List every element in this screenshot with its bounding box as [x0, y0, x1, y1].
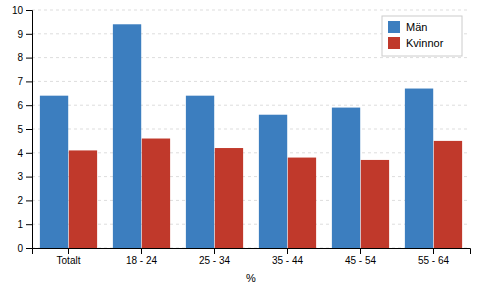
tick: 35 - 44 [272, 248, 304, 266]
legend-label: Kvinnor [406, 37, 444, 49]
tick-label: 5 [17, 124, 23, 135]
tick-label: 45 - 54 [345, 255, 377, 266]
grid [32, 10, 470, 248]
tick-mark [214, 248, 215, 254]
bar [142, 139, 170, 248]
legend-item: Kvinnor [388, 37, 444, 49]
tick-mark [433, 248, 434, 254]
x-axis: Totalt 18 - 24 25 - 34 35 - 44 45 - 54 55 - 6… [33, 248, 471, 266]
y-axis: 0 1 2 3 4 5 6 7 8 9 10 [12, 5, 33, 254]
grid-line [32, 224, 470, 225]
series [40, 24, 433, 248]
chart: Totalt 18 - 24 25 - 34 35 - 44 45 - 54 55 - 6… [0, 0, 482, 290]
legend: Män Kvinnor [382, 16, 462, 56]
tick: 1 [17, 219, 32, 230]
bar [113, 24, 141, 248]
tick: 0 [17, 243, 32, 254]
tick: 6 [17, 100, 32, 111]
tick-label: 6 [17, 100, 23, 111]
tick: Totalt [57, 248, 81, 266]
tick-mark [26, 129, 32, 130]
tick-label: 35 - 44 [272, 255, 304, 266]
tick-label: 55 - 64 [418, 255, 450, 266]
grid-line [32, 10, 470, 11]
bar [69, 150, 97, 248]
axis-line [33, 249, 471, 255]
legend-swatch [388, 37, 400, 49]
tick-mark [26, 81, 32, 82]
tick-mark [26, 58, 32, 59]
tick-mark [26, 200, 32, 201]
tick-mark [26, 10, 32, 11]
tick-mark [287, 248, 288, 254]
grid-line [32, 81, 470, 82]
tick: 5 [17, 124, 32, 135]
tick: 10 [12, 5, 32, 16]
grid-line [32, 105, 470, 106]
bar [288, 158, 316, 248]
tick: 8 [17, 52, 32, 63]
plot: Totalt 18 - 24 25 - 34 35 - 44 45 - 54 55 - 6… [12, 5, 471, 284]
legend-item: Män [388, 21, 427, 33]
series [69, 139, 462, 248]
legend-label: Män [406, 21, 427, 33]
tick-label: 4 [17, 148, 23, 159]
grid-line [32, 129, 470, 130]
tick-mark [360, 248, 361, 254]
bar [434, 141, 462, 248]
tick-label: 8 [17, 52, 23, 63]
tick: 3 [17, 171, 32, 182]
tick: 9 [17, 29, 32, 40]
legend-swatch [388, 21, 400, 33]
tick: 4 [17, 148, 32, 159]
tick-mark [26, 248, 32, 249]
tick-label: 18 - 24 [126, 255, 158, 266]
bar [215, 148, 243, 248]
bar [405, 89, 433, 248]
bar [259, 115, 287, 248]
tick: 2 [17, 195, 32, 206]
tick-label: 7 [17, 76, 23, 87]
tick: 18 - 24 [126, 248, 158, 266]
grid-line [32, 152, 470, 153]
bar [332, 108, 360, 248]
tick: 25 - 34 [199, 248, 231, 266]
bar [361, 160, 389, 248]
bar [186, 96, 214, 248]
x-axis-title: % [246, 272, 256, 284]
tick-label: 1 [17, 219, 23, 230]
tick-label: 0 [17, 243, 23, 254]
tick-label: 2 [17, 195, 23, 206]
grid-line [32, 57, 470, 58]
legend-box [382, 16, 462, 56]
tick: 55 - 64 [418, 248, 450, 266]
grid-line [32, 200, 470, 201]
tick-mark [141, 248, 142, 254]
tick-mark [26, 177, 32, 178]
tick-mark [26, 105, 32, 106]
tick: 7 [17, 76, 32, 87]
tick-mark [26, 34, 32, 35]
grid-line [32, 176, 470, 177]
tick-label: 9 [17, 29, 23, 40]
tick: 45 - 54 [345, 248, 377, 266]
bars [40, 24, 462, 248]
tick-label: Totalt [57, 255, 81, 266]
tick-label: 10 [12, 5, 24, 16]
axis-line [26, 11, 33, 249]
tick-label: 3 [17, 171, 23, 182]
bar [40, 96, 68, 248]
tick-mark [26, 224, 32, 225]
tick-mark [26, 153, 32, 154]
tick-label: 25 - 34 [199, 255, 231, 266]
tick-mark [68, 248, 69, 254]
